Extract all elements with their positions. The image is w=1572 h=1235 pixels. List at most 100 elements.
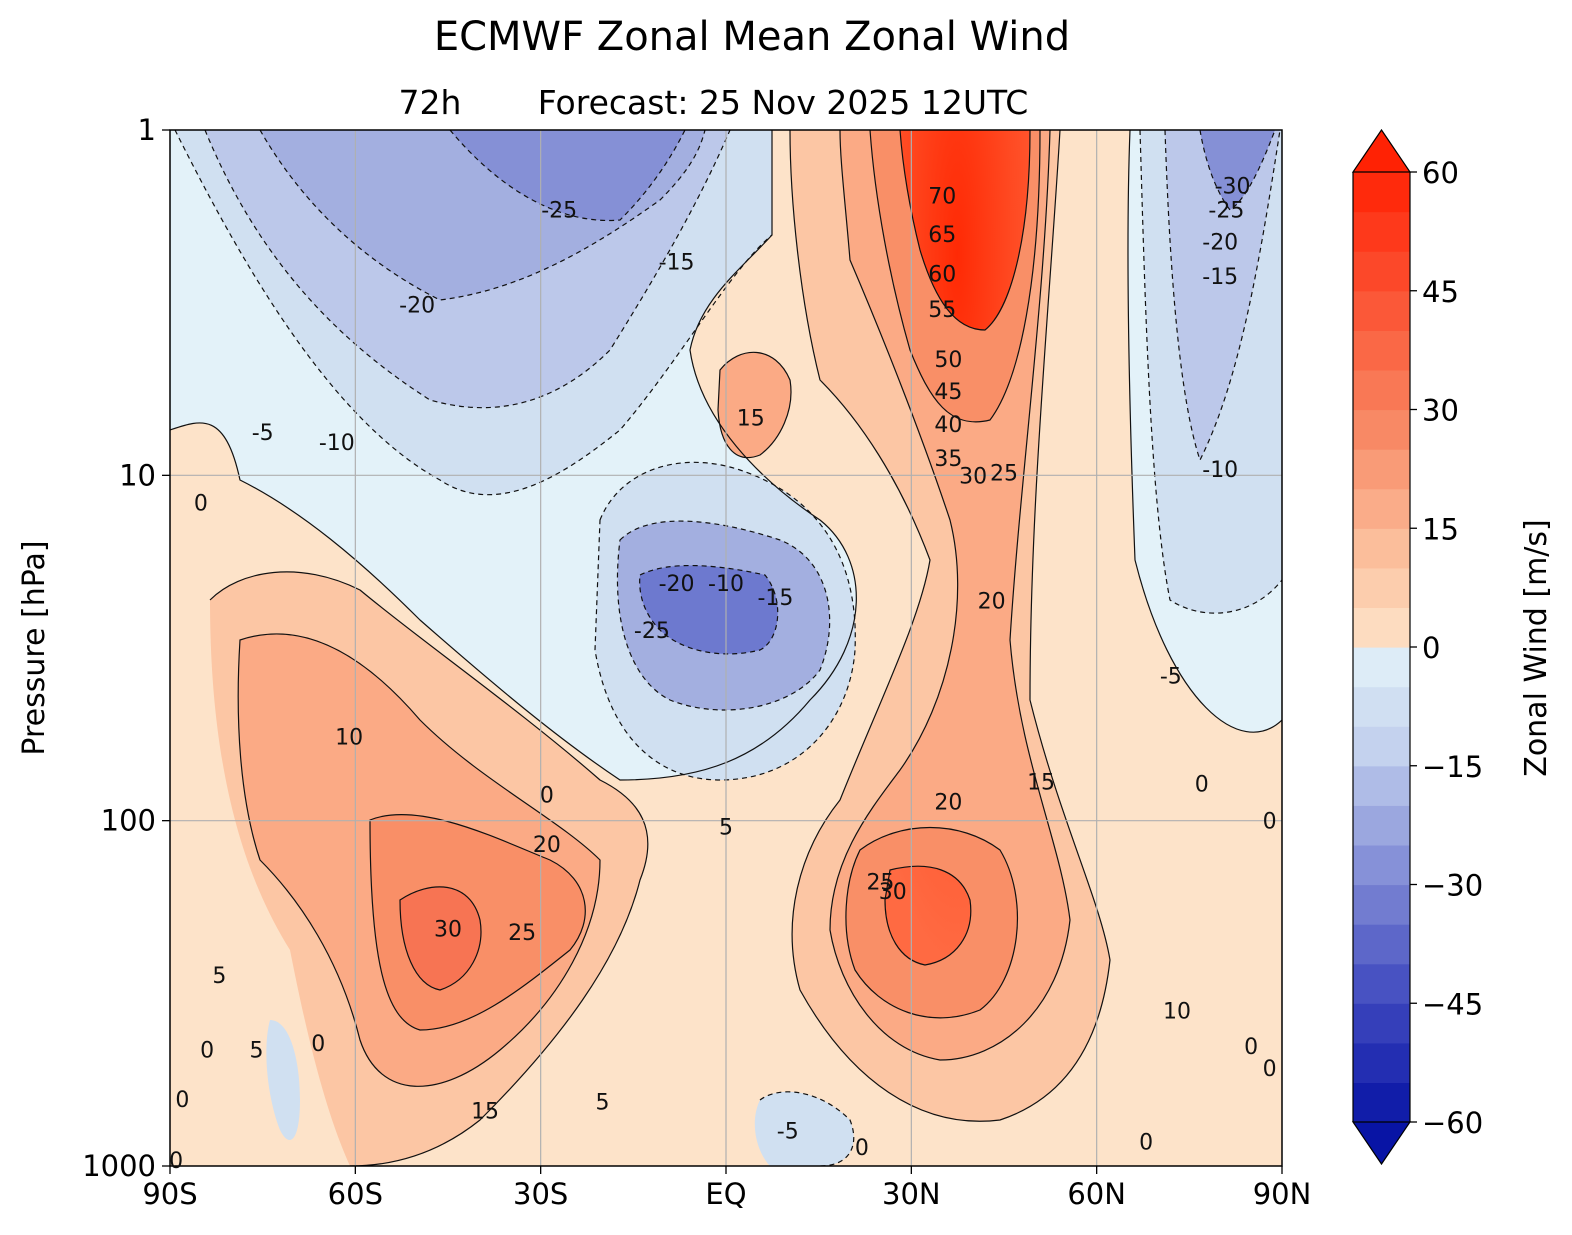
colorbar-segment bbox=[1353, 290, 1410, 331]
colorbar-extend-max bbox=[1351, 128, 1412, 173]
contour-label: -25 bbox=[1208, 199, 1244, 224]
contour-label: 0 bbox=[1263, 1057, 1277, 1082]
contour-label: 0 bbox=[175, 1088, 189, 1113]
contour-line-zero-np bbox=[1127, 130, 1282, 733]
contour-label: 10 bbox=[335, 725, 363, 750]
chart-title: ECMWF Zonal Mean Zonal Wind bbox=[434, 14, 1070, 60]
contour-label: 65 bbox=[928, 223, 956, 248]
colorbar-segment bbox=[1353, 844, 1410, 886]
contour-label: 30 bbox=[959, 464, 987, 489]
contour-label: 45 bbox=[934, 380, 962, 405]
contour-label: 0 bbox=[200, 1039, 214, 1064]
contour-label: -15 bbox=[659, 250, 695, 275]
contour-line-surface-easterly bbox=[759, 1091, 855, 1166]
contour-label: 0 bbox=[1139, 1131, 1153, 1156]
contour-label: 15 bbox=[1027, 770, 1055, 795]
y-tick-label: 1 bbox=[138, 113, 156, 147]
contour-label: -15 bbox=[1202, 265, 1238, 290]
contour-line-sh-jet-core bbox=[399, 886, 482, 991]
y-tick-label: 10 bbox=[119, 458, 156, 492]
contour-label: -5 bbox=[777, 1120, 799, 1145]
contour-label: 15 bbox=[471, 1099, 499, 1124]
colorbar-segment bbox=[1353, 409, 1410, 450]
contour-label: 5 bbox=[249, 1039, 263, 1064]
fill-equatorial-easterly-core bbox=[639, 565, 778, 654]
contour-label: -10 bbox=[708, 572, 744, 597]
colorbar-tick-label: 60 bbox=[1422, 156, 1459, 190]
contour-label: -20 bbox=[659, 572, 695, 597]
x-tick-label: 90S bbox=[142, 1177, 197, 1211]
contour-line-np-dashed bbox=[1139, 130, 1282, 614]
contour-label: 0 bbox=[311, 1032, 325, 1057]
contour-line-equatorial-pocket bbox=[717, 351, 792, 459]
contour-line-nh-jet-lower bbox=[845, 827, 1018, 1019]
colorbar: 60 45 30 15 0 −15 −30 −45 −60 bbox=[1351, 128, 1483, 1166]
colorbar-segment bbox=[1353, 369, 1410, 411]
contour-line-sh-upper-dashed bbox=[204, 130, 731, 409]
x-tick-label: 60N bbox=[1067, 1177, 1126, 1211]
contour-label: 25 bbox=[508, 921, 536, 946]
colorbar-segment bbox=[1353, 528, 1410, 569]
colorbar-segment bbox=[1353, 607, 1410, 648]
colorbar-tick-label: −30 bbox=[1422, 869, 1483, 903]
contour-line-sh-upper-dashed-inner bbox=[259, 130, 706, 301]
contour-label: -10 bbox=[319, 431, 355, 456]
contour-label: 5 bbox=[595, 1090, 609, 1115]
x-axis: 90S 60S 30S EQ 30N 60N 90N bbox=[142, 1166, 1311, 1211]
contour-label: -20 bbox=[1202, 230, 1238, 255]
contour-label: -25 bbox=[634, 619, 670, 644]
colorbar-segment bbox=[1353, 1082, 1410, 1123]
contour-label: 0 bbox=[1263, 810, 1277, 835]
fill-nh-jet-outer bbox=[845, 130, 1040, 1018]
colorbar-extend-min bbox=[1351, 1121, 1412, 1166]
y-axis-label: Pressure [hPa] bbox=[17, 540, 52, 755]
fill-sh-jet-core bbox=[400, 886, 481, 990]
chart-subtitle-lead: 72h bbox=[399, 83, 462, 122]
contour-line-nh-column bbox=[789, 130, 1111, 1122]
contour-line-np-dashed-core bbox=[1199, 130, 1276, 211]
contour-label: 55 bbox=[928, 298, 956, 323]
contour-line-equatorial-dashed-core bbox=[639, 564, 779, 655]
colorbar-label: Zonal Wind [m/s] bbox=[1519, 519, 1554, 776]
contour-label: 5 bbox=[719, 816, 733, 841]
colorbar-segment bbox=[1353, 251, 1410, 292]
contour-label: -25 bbox=[541, 199, 577, 224]
colorbar-tick-label: 15 bbox=[1422, 512, 1459, 546]
fill-equatorial-westerly-pocket bbox=[718, 352, 791, 458]
contour-line-sh-jet-inner bbox=[369, 813, 586, 1031]
x-tick-label: 60S bbox=[328, 1177, 383, 1211]
contour-line-equatorial-dashed bbox=[594, 461, 856, 781]
contour-label: -5 bbox=[1160, 665, 1182, 690]
colorbar-segment bbox=[1353, 488, 1410, 529]
colorbar-segment bbox=[1353, 924, 1410, 965]
contour-label: 0 bbox=[855, 1136, 869, 1161]
x-tick-label: 30N bbox=[882, 1177, 941, 1211]
contour-label: 10 bbox=[1163, 1000, 1191, 1025]
contour-line-sh-upper-dashed-core bbox=[449, 130, 686, 222]
colorbar-segment bbox=[1353, 172, 1410, 213]
colorbar-segment bbox=[1353, 726, 1410, 767]
colorbar-segment bbox=[1353, 567, 1410, 609]
colorbar-segment bbox=[1353, 686, 1410, 727]
fill-np-stratosphere-core bbox=[1165, 130, 1280, 460]
contour-label: 20 bbox=[978, 589, 1006, 614]
colorbar-segment bbox=[1353, 1042, 1410, 1084]
colorbar-segment bbox=[1353, 449, 1410, 490]
contour-line-sh-jet bbox=[237, 633, 601, 1087]
contour-label: 50 bbox=[934, 348, 962, 373]
contour-label: 0 bbox=[194, 492, 208, 517]
x-tick-label: 30S bbox=[513, 1177, 568, 1211]
contour-line-nh-jet-upper bbox=[869, 130, 1041, 423]
contour-line-zero-upper bbox=[170, 130, 857, 781]
colorbar-segment bbox=[1353, 330, 1410, 371]
contour-label: 0 bbox=[1195, 772, 1209, 797]
colorbar-segment bbox=[1353, 211, 1410, 252]
y-axis: 1 10 100 1000 bbox=[82, 113, 170, 1183]
fill-np-stratosphere-max bbox=[1200, 130, 1275, 210]
colorbar-segment bbox=[1353, 1003, 1410, 1044]
colorbar-tick-label: −45 bbox=[1422, 987, 1483, 1021]
fill-surface-easterly bbox=[266, 1020, 854, 1166]
contour-line-nh-jet-upper-core bbox=[899, 130, 1031, 331]
